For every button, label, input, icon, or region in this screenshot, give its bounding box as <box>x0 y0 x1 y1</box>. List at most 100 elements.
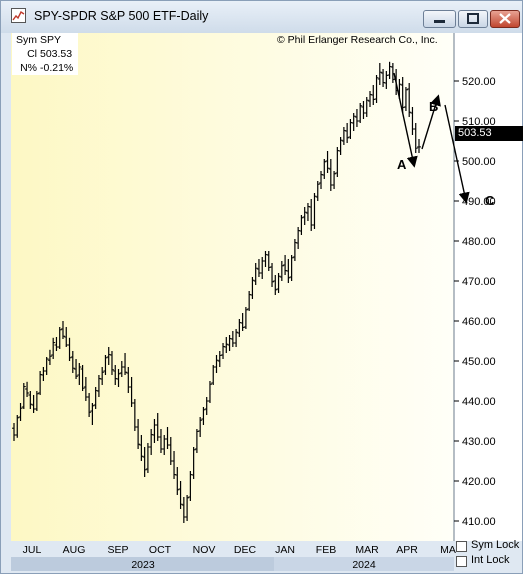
y-tick-label: 510.00 <box>462 116 496 128</box>
ohlc-bar <box>90 403 95 425</box>
ohlc-bar <box>279 261 284 281</box>
ohlc-bar <box>325 151 330 173</box>
ohlc-bar <box>123 353 128 375</box>
ohlc-bar <box>270 263 275 287</box>
left-margin <box>1 33 11 571</box>
x-axis-panel <box>11 541 454 557</box>
last-price-tag: 503.53 <box>455 126 523 141</box>
x-axis-years: 2023 2024 <box>131 559 376 571</box>
wave-arrow-B: B <box>421 94 441 150</box>
ohlc-bar <box>77 363 82 385</box>
copyright-notice: © Phil Erlanger Research Co., Inc. <box>277 34 438 46</box>
ohlc-bar <box>250 277 255 299</box>
plot-area[interactable] <box>11 33 454 541</box>
ohlc-bar <box>116 369 121 387</box>
ohlc-bar <box>289 255 294 281</box>
y-tick-label: 440.00 <box>462 396 496 408</box>
x-month-label: JAN <box>275 544 295 556</box>
ohlc-bar <box>109 351 114 375</box>
ohlc-bar <box>302 207 307 225</box>
info-row-change: N% -0.21% <box>12 61 78 75</box>
y-axis-panel <box>454 33 522 541</box>
info-label-sym: Sym <box>16 34 37 46</box>
info-label-cl: Cl <box>27 48 37 60</box>
x-month-label: OCT <box>149 544 172 556</box>
price-chart[interactable]: 410.00 420.00 430.00 440.00 450.00 460.00 470.… <box>1 33 522 573</box>
y-tick-label: 450.00 <box>462 356 496 368</box>
ohlc-bar <box>276 273 281 293</box>
symbol-info-box: Sym SPY Cl 503.53 N% -0.21% <box>12 33 78 75</box>
ohlc-bar <box>253 263 258 285</box>
ohlc-bar <box>351 113 356 131</box>
minimize-icon <box>434 20 445 23</box>
ohlc-bar <box>345 123 350 143</box>
ohlc-bar <box>312 193 317 229</box>
ohlc-bar <box>273 275 278 295</box>
int-lock-checkbox[interactable] <box>456 556 467 567</box>
ohlc-bar <box>70 351 75 373</box>
ohlc-bar <box>332 171 337 189</box>
ohlc-bar <box>51 337 56 359</box>
ohlc-bar <box>234 329 239 347</box>
minimize-button[interactable] <box>423 10 456 28</box>
ohlc-bar <box>60 321 65 339</box>
close-icon <box>499 13 511 24</box>
x-month-label: NOV <box>193 544 216 556</box>
ohlc-bar <box>214 355 219 373</box>
wave-label: C <box>485 193 495 208</box>
x-month-label: JUL <box>23 544 42 556</box>
ohlc-bar <box>207 381 212 403</box>
ohlc-bar <box>413 123 418 153</box>
ohlc-bar <box>407 83 412 117</box>
chart-app-icon <box>11 8 26 23</box>
ohlc-bar <box>224 337 229 353</box>
ohlc-bar <box>175 467 180 495</box>
y-tick-label: 490.00 <box>462 196 496 208</box>
y-tick-label: 410.00 <box>462 516 496 528</box>
ohlc-bar <box>358 103 363 123</box>
ohlc-bar <box>243 307 248 329</box>
wave-annotations: A B C <box>393 72 495 208</box>
x-month-label: MAR <box>355 544 379 556</box>
wave-label: B <box>429 99 438 114</box>
wave-arrow-A: A <box>393 72 418 172</box>
x-month-label: SEP <box>107 544 128 556</box>
ohlc-bar <box>34 391 39 411</box>
ohlc-bar <box>403 87 408 111</box>
y-tick-label: 420.00 <box>462 476 496 488</box>
info-label-change: N% <box>20 62 37 74</box>
ohlc-bar <box>18 403 23 421</box>
maximize-button[interactable] <box>458 10 488 28</box>
ohlc-bar <box>338 137 343 155</box>
ohlc-bar <box>74 359 79 379</box>
y-tick-label: 520.00 <box>462 76 496 88</box>
ohlc-bar <box>47 349 52 365</box>
ohlc-bar <box>299 215 304 235</box>
title-bar[interactable]: SPY-SPDR S&P 500 ETF-Daily <box>1 1 522 33</box>
ohlc-bar <box>364 97 369 117</box>
close-button[interactable] <box>490 10 520 28</box>
ohlc-bar <box>80 365 85 391</box>
y-tick-label: 480.00 <box>462 236 496 248</box>
window-title: SPY-SPDR S&P 500 ETF-Daily <box>34 9 209 23</box>
ohlc-bar <box>198 417 203 437</box>
ohlc-bar <box>377 63 382 85</box>
ohlc-bar <box>103 355 108 375</box>
ohlc-bar <box>44 357 49 375</box>
sym-lock-checkbox[interactable] <box>456 541 467 552</box>
info-value-sym: SPY <box>40 34 62 46</box>
y-tick-label: 470.00 <box>462 276 496 288</box>
info-value-cl: 503.53 <box>40 48 73 60</box>
ohlc-bar <box>136 419 141 449</box>
info-value-change: -0.21% <box>40 62 74 74</box>
ohlc-bar <box>191 447 196 479</box>
x-axis-ticks: JUL AUG SEP OCT NOV DEC JAN FEB MAR APR MA <box>23 544 456 556</box>
x-month-label: FEB <box>316 544 336 556</box>
ohlc-bar <box>21 383 26 409</box>
ohlc-bar <box>374 75 379 103</box>
int-lock-label: Int Lock <box>471 554 510 566</box>
info-row-symbol: Sym SPY <box>12 33 78 47</box>
x-month-label: AUG <box>63 544 86 556</box>
ohlc-bar <box>28 391 33 409</box>
